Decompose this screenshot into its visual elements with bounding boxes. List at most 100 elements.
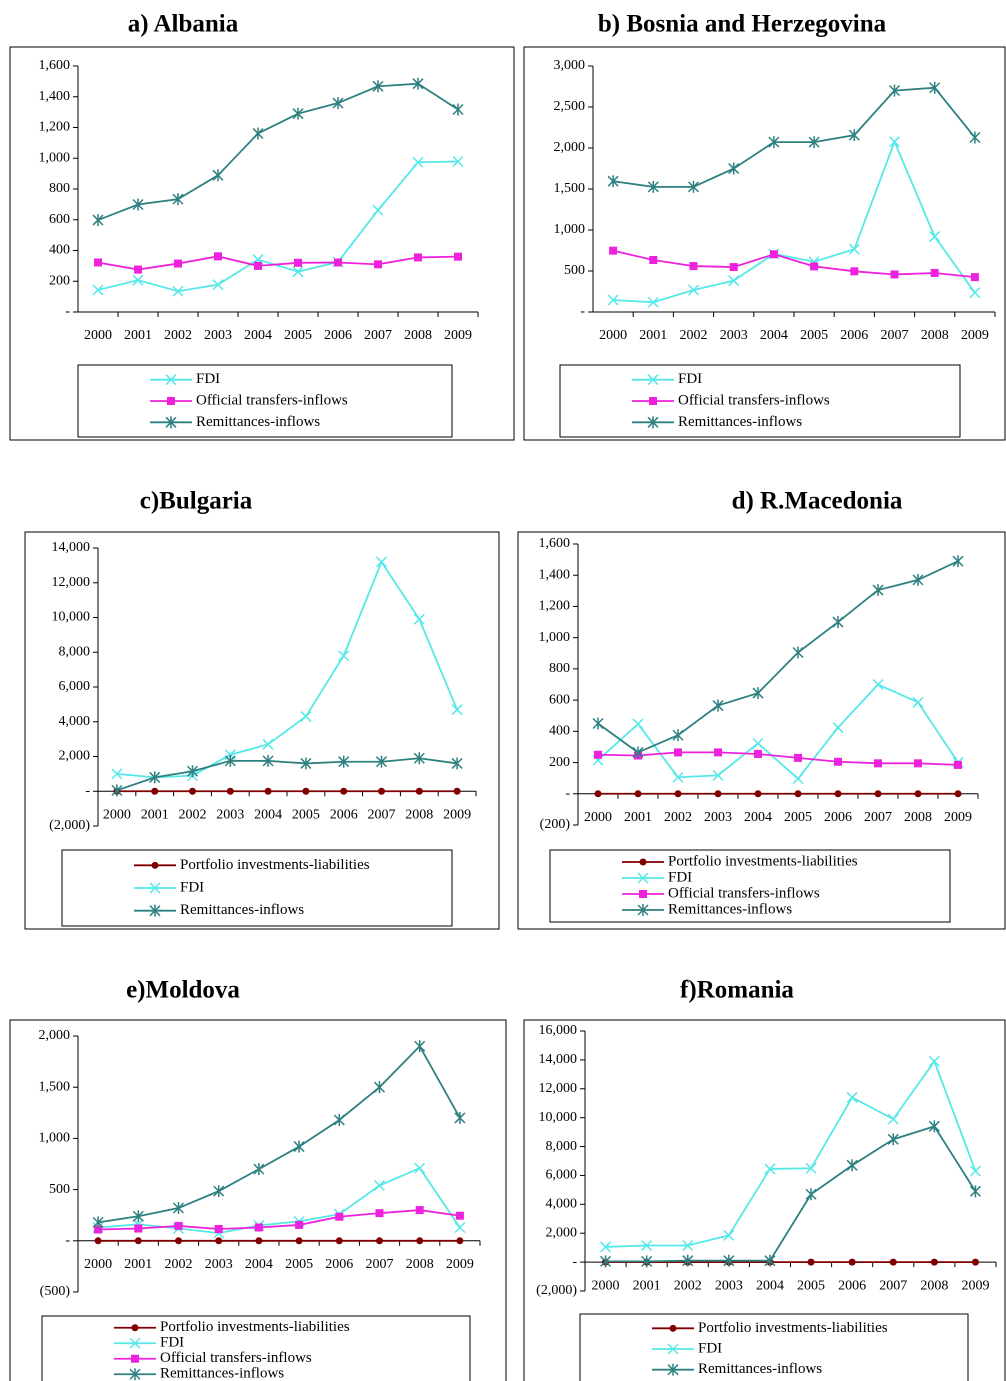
data-point (805, 1188, 817, 1201)
data-point (454, 1111, 466, 1124)
x-tick-label: 2000 (592, 1278, 620, 1293)
data-point (723, 1229, 735, 1241)
marker-square (374, 260, 382, 269)
x-tick-label: 2009 (446, 1257, 474, 1272)
x-tick-label: 2007 (864, 810, 892, 825)
data-point (928, 1120, 940, 1133)
data-point (887, 1113, 899, 1125)
y-tick-label: - (580, 304, 585, 319)
data-point (846, 1159, 858, 1172)
marker-circle (295, 1237, 303, 1245)
y-tick-label: 16,000 (539, 1023, 578, 1038)
data-point (262, 754, 274, 767)
y-tick-label: 12,000 (539, 1081, 578, 1096)
chart-panel: f)Romania (2,000) - 2,000 4,000 6,000 8,000 10,… (523, 977, 1006, 1381)
data-point (94, 1237, 102, 1245)
data-point (333, 1113, 345, 1126)
series-line (98, 1209, 461, 1231)
x-tick-label: 2003 (715, 1278, 743, 1293)
legend-label: FDI (668, 869, 692, 885)
data-point (641, 1239, 653, 1252)
marker-stroke (848, 243, 860, 255)
data-point (335, 1212, 344, 1221)
marker-square (850, 267, 859, 276)
data-point (872, 678, 884, 691)
data-point (594, 790, 602, 798)
data-point (295, 1237, 303, 1245)
x-tick-label: 2002 (165, 1257, 193, 1272)
marker-circle (340, 787, 348, 795)
y-tick-label: 800 (549, 661, 570, 676)
data-point (969, 131, 981, 144)
chart-panel: e)Moldova (500) - 500 1,000 1,500 2,000 2000 200… (9, 977, 507, 1381)
data-point (632, 746, 644, 759)
marker-square (94, 1225, 103, 1234)
marker-square (834, 757, 842, 766)
data-point (971, 1258, 979, 1266)
data-point (805, 1162, 817, 1174)
data-point (794, 753, 802, 762)
data-point (94, 1225, 103, 1234)
panel-frame (24, 531, 500, 930)
x-tick-label: 2008 (405, 807, 433, 822)
data-point (834, 757, 842, 766)
x-tick-label: 2003 (216, 807, 244, 822)
x-tick-label: 2007 (879, 1278, 907, 1293)
marker-square (167, 397, 175, 405)
marker-stroke (373, 1179, 386, 1192)
marker-square (214, 1225, 223, 1234)
marker-stroke (832, 722, 844, 734)
legend-label: Portfolio investments-liabilities (668, 853, 858, 869)
marker-square (914, 759, 922, 768)
x-tick-label: 2004 (244, 328, 272, 343)
chart-title: c)Bulgaria (140, 488, 253, 515)
data-point (454, 1221, 466, 1234)
x-tick-label: 2003 (704, 810, 732, 825)
x-tick-label: 2000 (84, 328, 112, 343)
data-point (674, 748, 682, 757)
data-point (914, 790, 922, 798)
data-point (453, 787, 461, 795)
marker-stroke (969, 1165, 981, 1177)
marker-square (794, 753, 802, 762)
marker-stroke (764, 1163, 776, 1175)
data-point (723, 1254, 735, 1267)
legend-label: Remittances-inflows (180, 902, 304, 918)
y-tick-label: 8,000 (546, 1139, 578, 1154)
data-point (212, 279, 224, 291)
data-point (752, 687, 764, 700)
marker-square (134, 1224, 143, 1233)
series-line (98, 1166, 461, 1235)
data-point (807, 1258, 815, 1266)
data-point (214, 252, 222, 261)
legend-label: Portfolio investments-liabilities (180, 857, 370, 873)
data-point (92, 214, 104, 227)
y-tick-label: 400 (549, 724, 570, 739)
x-tick-label: 2002 (164, 328, 192, 343)
marker-stroke (414, 1162, 426, 1174)
data-point (969, 1185, 981, 1198)
x-tick-label: 2004 (760, 328, 788, 343)
legend-label: FDI (160, 1335, 184, 1351)
marker-stroke (372, 204, 384, 216)
marker-square (890, 270, 899, 279)
data-point (334, 258, 342, 267)
data-point (647, 180, 659, 193)
x-tick-label: 2006 (838, 1278, 866, 1293)
marker-stroke (928, 1055, 940, 1067)
x-tick-label: 2004 (245, 1257, 273, 1272)
y-tick-label: 500 (49, 1182, 70, 1197)
data-point (768, 136, 780, 149)
data-point (890, 270, 899, 279)
marker-stroke (375, 556, 388, 568)
data-point (254, 261, 262, 270)
data-point (712, 699, 724, 712)
data-point (872, 584, 884, 597)
data-point (111, 768, 123, 780)
marker-stroke (672, 771, 684, 783)
data-point (134, 1224, 143, 1233)
data-point (294, 258, 302, 267)
y-tick-label: 1,400 (39, 89, 71, 104)
marker-circle (255, 1237, 263, 1245)
marker-circle (94, 1237, 102, 1245)
